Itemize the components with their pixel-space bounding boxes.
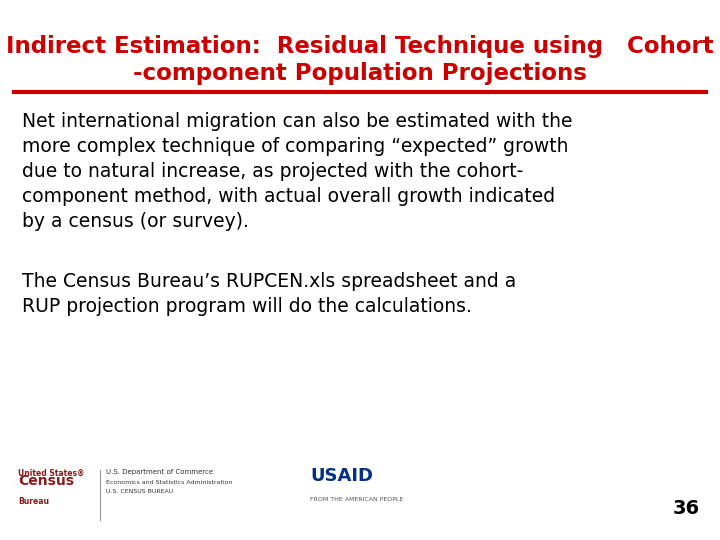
Text: FROM THE AMERICAN PEOPLE: FROM THE AMERICAN PEOPLE [310,497,403,502]
Text: Census: Census [18,474,74,488]
Text: Net international migration can also be estimated with the
more complex techniqu: Net international migration can also be … [22,112,572,231]
Text: Indirect Estimation:  Residual Technique using   Cohort: Indirect Estimation: Residual Technique … [6,35,714,58]
Text: Economics and Statistics Administration: Economics and Statistics Administration [106,480,233,485]
Text: 36: 36 [673,499,700,518]
Text: United States®: United States® [18,469,84,478]
Text: U.S. CENSUS BUREAU: U.S. CENSUS BUREAU [106,489,174,494]
Text: The Census Bureau’s RUPCEN.xls spreadsheet and a
RUP projection program will do : The Census Bureau’s RUPCEN.xls spreadshe… [22,272,516,316]
Text: U.S. Department of Commerce: U.S. Department of Commerce [106,469,213,475]
Text: -component Population Projections: -component Population Projections [133,62,587,85]
Text: USAID: USAID [310,467,373,485]
Text: Bureau: Bureau [18,497,49,506]
